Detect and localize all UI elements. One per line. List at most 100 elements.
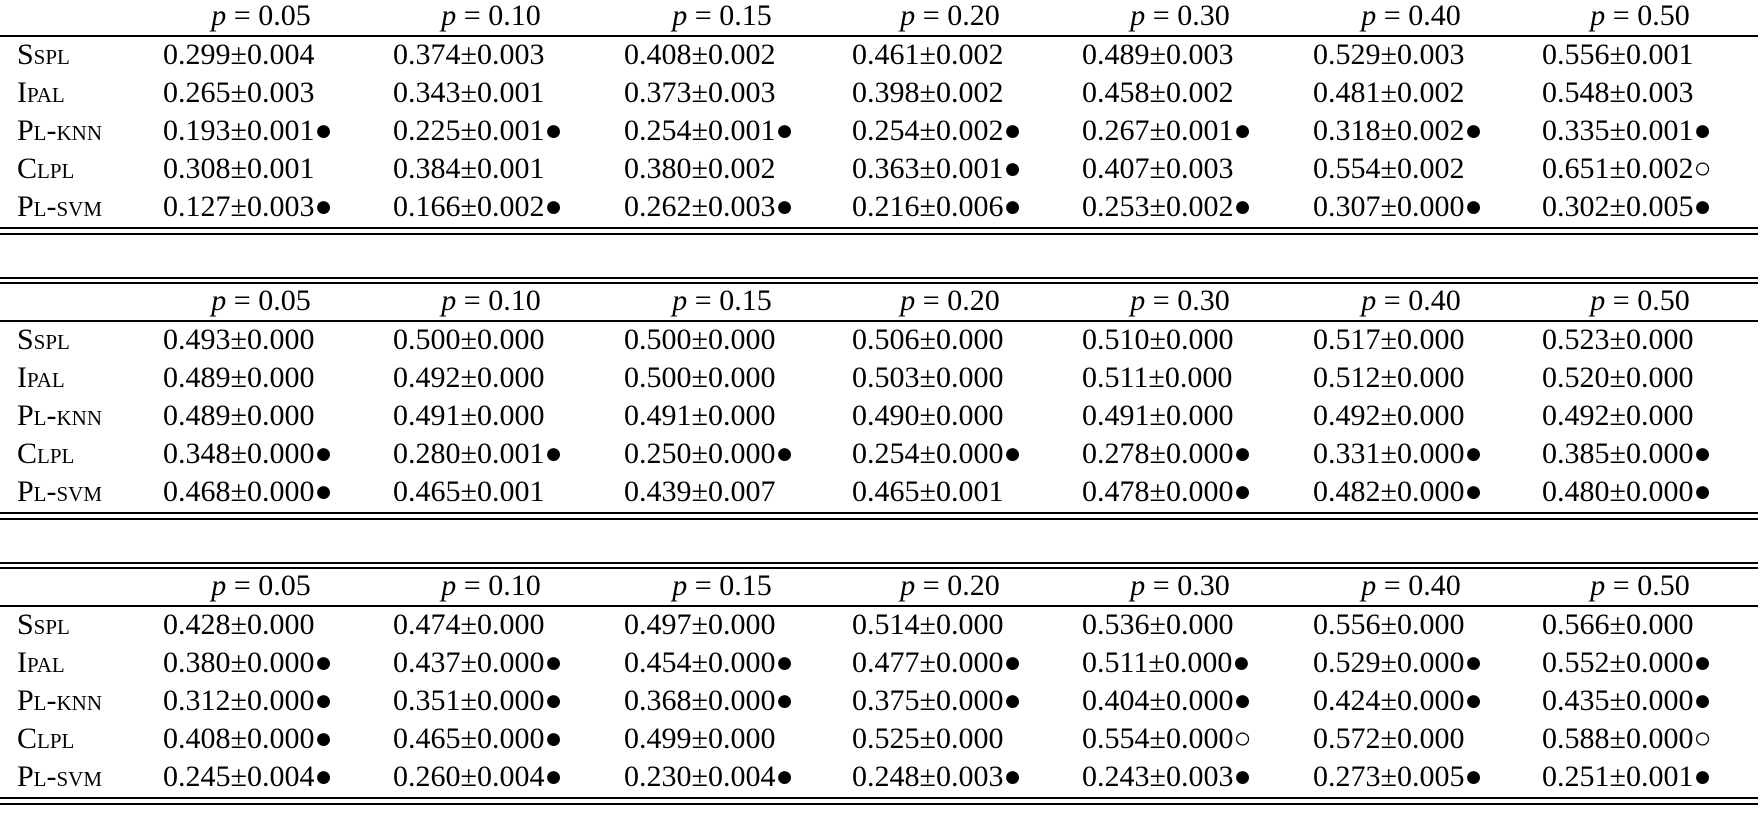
table-cell: 0.439±0.007 [624, 475, 776, 508]
table-cell: 0.374±0.003 [393, 38, 545, 71]
table-cell: 0.127±0.003● [163, 190, 333, 223]
bottom-rule [0, 233, 1758, 235]
table-cell: 0.506±0.000 [852, 323, 1004, 356]
table-cell: 0.512±0.000 [1313, 361, 1465, 394]
table-cell: 0.437±0.000● [393, 646, 563, 679]
table-cell: 0.335±0.001● [1542, 114, 1712, 147]
table-cell: 0.375±0.000● [852, 684, 1022, 717]
table-cell: 0.489±0.000 [163, 399, 315, 432]
column-header: p = 0.40 [1361, 569, 1461, 602]
column-header: p = 0.20 [900, 569, 1000, 602]
column-header: p = 0.40 [1361, 284, 1461, 317]
table-cell: 0.273±0.005● [1313, 760, 1483, 793]
method-label: Pl-knn [17, 399, 102, 432]
table-cell: 0.253±0.002● [1082, 190, 1252, 223]
table-cell: 0.500±0.000 [624, 323, 776, 356]
table-cell: 0.380±0.000● [163, 646, 333, 679]
table-cell: 0.385±0.000● [1542, 437, 1712, 470]
table-cell: 0.248±0.003● [852, 760, 1022, 793]
table-cell: 0.500±0.000 [624, 361, 776, 394]
table-cell: 0.343±0.001 [393, 76, 545, 109]
table-cell: 0.489±0.000 [163, 361, 315, 394]
table-cell: 0.517±0.000 [1313, 323, 1465, 356]
table-cell: 0.265±0.003 [163, 76, 315, 109]
column-header: p = 0.50 [1590, 284, 1690, 317]
table-cell: 0.380±0.002 [624, 152, 776, 185]
table-cell: 0.477±0.000● [852, 646, 1022, 679]
table-cell: 0.230±0.004● [624, 760, 794, 793]
table-cell: 0.193±0.001● [163, 114, 333, 147]
table-cell: 0.408±0.000● [163, 722, 333, 755]
table-cell: 0.511±0.000 [1082, 361, 1233, 394]
table-cell: 0.556±0.001 [1542, 38, 1694, 71]
column-header: p = 0.30 [1130, 0, 1230, 32]
column-header: p = 0.10 [441, 284, 541, 317]
table-cell: 0.525±0.000 [852, 722, 1004, 755]
table-cell: 0.480±0.000● [1542, 475, 1712, 508]
column-header: p = 0.05 [211, 0, 311, 32]
column-header: p = 0.30 [1130, 569, 1230, 602]
table-cell: 0.318±0.002● [1313, 114, 1483, 147]
table-cell: 0.500±0.000 [393, 323, 545, 356]
results-table: p = 0.05 p = 0.10 p = 0.15 p = 0.20 p = 0.30… [0, 0, 1762, 252]
table-cell: 0.373±0.003 [624, 76, 776, 109]
table-cell: 0.465±0.001 [852, 475, 1004, 508]
method-label: Pl-svm [17, 760, 103, 793]
table-cell: 0.254±0.002● [852, 114, 1022, 147]
column-header: p = 0.50 [1590, 0, 1690, 32]
table-cell: 0.384±0.001 [393, 152, 545, 185]
header-rule [0, 320, 1758, 322]
table-cell: 0.408±0.002 [624, 38, 776, 71]
table-cell: 0.492±0.000 [1542, 399, 1694, 432]
table-cell: 0.566±0.000 [1542, 608, 1694, 641]
table-cell: 0.510±0.000 [1082, 323, 1234, 356]
table-cell: 0.363±0.001● [852, 152, 1022, 185]
method-label: Ipal [17, 646, 65, 679]
table-cell: 0.278±0.000● [1082, 437, 1252, 470]
table-cell: 0.225±0.001● [393, 114, 563, 147]
table-cell: 0.267±0.001● [1082, 114, 1252, 147]
table-cell: 0.492±0.000 [1313, 399, 1465, 432]
table-cell: 0.511±0.000● [1082, 646, 1251, 679]
bottom-rule [0, 227, 1758, 229]
bottom-rule [0, 512, 1758, 514]
header-rule [0, 35, 1758, 37]
column-header: p = 0.15 [672, 0, 772, 32]
table-cell: 0.254±0.001● [624, 114, 794, 147]
table-cell: 0.435±0.000● [1542, 684, 1712, 717]
table-cell: 0.552±0.000● [1542, 646, 1712, 679]
method-label: Sspl [17, 38, 70, 71]
table-cell: 0.499±0.000 [624, 722, 776, 755]
table-cell: 0.424±0.000● [1313, 684, 1483, 717]
results-table: p = 0.05 p = 0.10 p = 0.15 p = 0.20 p = 0.30… [0, 562, 1762, 822]
column-header: p = 0.20 [900, 0, 1000, 32]
table-cell: 0.348±0.000● [163, 437, 333, 470]
table-cell: 0.572±0.000 [1313, 722, 1465, 755]
column-header: p = 0.15 [672, 569, 772, 602]
top-rule [0, 567, 1758, 569]
header-rule [0, 605, 1758, 607]
table-cell: 0.308±0.001 [163, 152, 315, 185]
table-cell: 0.461±0.002 [852, 38, 1004, 71]
table-cell: 0.548±0.003 [1542, 76, 1694, 109]
table-cell: 0.312±0.000● [163, 684, 333, 717]
bottom-rule [0, 518, 1758, 520]
column-header: p = 0.20 [900, 284, 1000, 317]
table-cell: 0.474±0.000 [393, 608, 545, 641]
top-rule [0, 277, 1758, 279]
table-cell: 0.216±0.006● [852, 190, 1022, 223]
table-cell: 0.491±0.000 [393, 399, 545, 432]
table-cell: 0.529±0.003 [1313, 38, 1465, 71]
bottom-rule [0, 803, 1758, 805]
table-cell: 0.481±0.002 [1313, 76, 1465, 109]
column-header: p = 0.50 [1590, 569, 1690, 602]
method-label: Pl-svm [17, 190, 103, 223]
table-cell: 0.398±0.002 [852, 76, 1004, 109]
method-label: Pl-knn [17, 114, 102, 147]
column-header: p = 0.10 [441, 0, 541, 32]
column-header: p = 0.40 [1361, 0, 1461, 32]
table-cell: 0.529±0.000● [1313, 646, 1483, 679]
column-header: p = 0.05 [211, 569, 311, 602]
table-cell: 0.554±0.000○ [1082, 722, 1252, 755]
table-cell: 0.245±0.004● [163, 760, 333, 793]
